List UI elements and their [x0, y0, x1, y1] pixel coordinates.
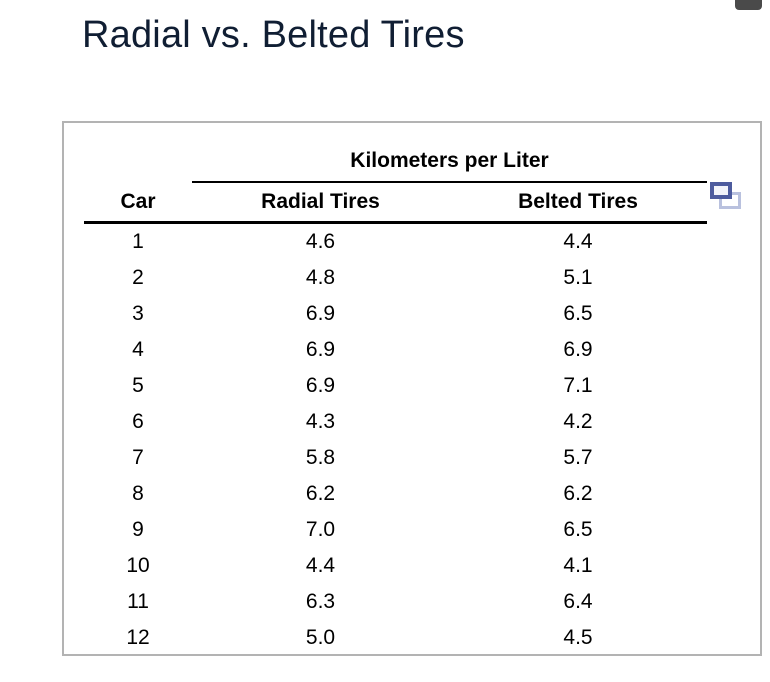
- belted-value: 4.1: [563, 554, 593, 577]
- table-row: 2 4.8 5.1: [84, 260, 707, 296]
- radial-value: 6.9: [305, 338, 336, 361]
- car-number: 12: [126, 626, 150, 649]
- page-title: Radial vs. Belted Tires: [82, 14, 465, 56]
- radial-value: 4.3: [305, 410, 336, 433]
- spanner-row: Kilometers per Liter: [84, 129, 707, 183]
- table-row: 7 5.8 5.7: [84, 440, 707, 476]
- belted-value: 6.9: [563, 338, 593, 361]
- spanner-spacer: [84, 129, 192, 182]
- belted-value: 7.1: [563, 374, 593, 397]
- column-header-car: Car: [84, 182, 192, 224]
- belted-value: 4.2: [563, 410, 593, 433]
- car-number: 3: [132, 302, 144, 325]
- table-row: 4 6.9 6.9: [84, 332, 707, 368]
- belted-value: 6.5: [563, 302, 593, 325]
- table-row: 8 6.2 6.2: [84, 476, 707, 512]
- belted-value: 5.7: [563, 446, 593, 469]
- radial-value: 4.8: [305, 266, 336, 289]
- car-number: 7: [132, 446, 144, 469]
- belted-value: 6.4: [563, 590, 593, 613]
- radial-value: 4.6: [305, 230, 336, 253]
- car-number: 10: [126, 554, 150, 577]
- table-row: 9 7.0 6.5: [84, 512, 707, 548]
- table-row: 3 6.9 6.5: [84, 296, 707, 332]
- radial-value: 6.2: [305, 482, 336, 505]
- radial-value: 7.0: [305, 518, 336, 541]
- popout-copy-icon[interactable]: [710, 182, 741, 209]
- popout-copy-icon-front: [710, 182, 732, 199]
- top-right-pill: [735, 0, 762, 10]
- table-row: 6 4.3 4.2: [84, 404, 707, 440]
- column-header-radial-tires: Radial Tires: [192, 182, 449, 224]
- car-number: 8: [132, 482, 144, 505]
- car-number: 4: [132, 338, 144, 361]
- radial-value: 6.9: [305, 302, 336, 325]
- belted-value: 4.4: [563, 230, 593, 253]
- belted-value: 4.5: [563, 626, 593, 649]
- column-header-belted-tires: Belted Tires: [449, 182, 707, 224]
- car-number: 1: [132, 230, 144, 253]
- car-number: 5: [132, 374, 144, 397]
- table-row: 1 4.6 4.4: [84, 223, 707, 261]
- table-row: 11 6.3 6.4: [84, 584, 707, 620]
- belted-value: 5.1: [563, 266, 593, 289]
- tires-table: Kilometers per Liter Car Radial Tires Be…: [84, 129, 707, 656]
- radial-value: 4.4: [305, 554, 336, 577]
- table-row: 10 4.4 4.1: [84, 548, 707, 584]
- belted-value: 6.5: [563, 518, 593, 541]
- radial-value: 6.9: [305, 374, 336, 397]
- header-row: Car Radial Tires Belted Tires: [84, 182, 707, 224]
- car-number: 2: [132, 266, 144, 289]
- car-number: 9: [132, 518, 144, 541]
- radial-value: 5.0: [305, 626, 336, 649]
- car-number: 11: [127, 590, 149, 613]
- belted-value: 6.2: [563, 482, 593, 505]
- car-number: 6: [132, 410, 144, 433]
- radial-value: 6.3: [305, 590, 336, 613]
- data-table-panel: Kilometers per Liter Car Radial Tires Be…: [62, 121, 762, 656]
- table-row: 5 6.9 7.1: [84, 368, 707, 404]
- spanner-label: Kilometers per Liter: [192, 129, 707, 183]
- table-row: 12 5.0 4.5: [84, 620, 707, 656]
- radial-value: 5.8: [305, 446, 336, 469]
